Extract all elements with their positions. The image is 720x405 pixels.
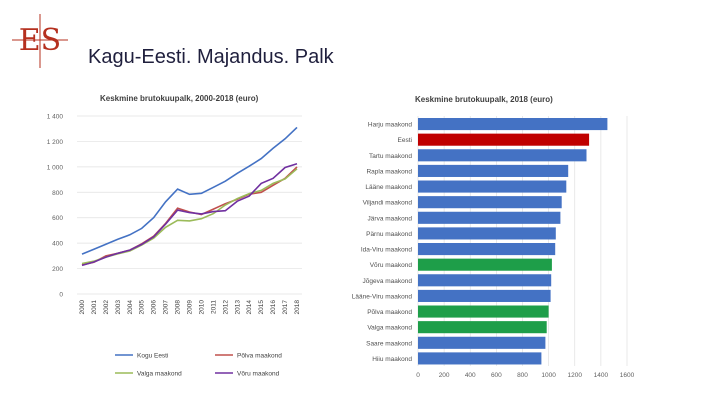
bar-chart-title: Keskmine brutokuupalk, 2018 (euro) — [415, 95, 553, 104]
bar-chart-x-tick-label: 800 — [517, 372, 528, 379]
bar — [418, 336, 546, 349]
line-chart-title: Keskmine brutokuupalk, 2000-2018 (euro) — [100, 94, 259, 103]
bar-chart-category-label: Põlva maakond — [367, 309, 412, 316]
logo: ES — [12, 14, 68, 68]
line-chart-x-tick-label: 2006 — [151, 300, 158, 315]
bar-chart-category-label: Valga maakond — [367, 325, 412, 332]
bar-chart-category-label: Võru maakond — [370, 262, 413, 269]
bar-chart-category-label: Pärnu maakond — [366, 231, 412, 238]
line-chart-x-tick-label: 2010 — [198, 300, 205, 315]
logo-text: ES — [19, 23, 61, 58]
bar-chart-category-label: Lääne-Viru maakond — [352, 293, 413, 300]
bar — [418, 227, 556, 240]
bar-chart-category-label: Harju maakond — [368, 122, 412, 129]
line-chart-y-tick-label: 1 000 — [47, 164, 64, 171]
line-chart-y-tick-label: 400 — [52, 241, 63, 248]
line-series — [81, 162, 298, 267]
bar — [418, 118, 608, 131]
bar-chart-x-tick-label: 1000 — [541, 372, 556, 379]
line-chart-x-tick-label: 2000 — [79, 300, 86, 315]
line-chart-y-tick-label: 1 200 — [47, 139, 64, 146]
bar — [418, 196, 562, 209]
line-chart-x-tick-label: 2014 — [246, 300, 253, 315]
line-chart-x-tick-label: 2018 — [294, 300, 301, 315]
bar-chart-x-tick-label: 1200 — [568, 372, 583, 379]
bar — [418, 321, 547, 334]
bar — [418, 133, 590, 146]
bar-chart-category-label: Ida-Viru maakond — [361, 247, 413, 254]
line-chart-x-tick-label: 2016 — [270, 300, 277, 315]
bar-chart-category-label: Saare maakond — [366, 340, 412, 347]
line-chart-x-tick-label: 2002 — [103, 300, 110, 315]
line-chart-y-tick-label: 1 400 — [47, 114, 64, 121]
line-chart-x-tick-label: 2013 — [234, 300, 241, 315]
bar — [418, 164, 569, 177]
line-chart-x-tick-label: 2017 — [282, 300, 289, 315]
bar — [418, 289, 551, 302]
line-series — [81, 168, 298, 265]
bar — [418, 305, 549, 318]
page-title: Kagu-Eesti. Majandus. Palk — [88, 46, 334, 68]
bar-chart-category-label: Rapla maakond — [366, 168, 412, 175]
line-chart: Keskmine brutokuupalk, 2000-2018 (euro) 0… — [47, 94, 302, 378]
bar-chart-category-label: Lääne maakond — [365, 184, 412, 191]
line-chart-x-tick-label: 2015 — [258, 300, 265, 315]
line-chart-y-tick-label: 200 — [52, 266, 63, 273]
bar-chart-category-label: Jõgeva maakond — [362, 278, 412, 285]
bar — [418, 243, 556, 256]
line-chart-x-tick-label: 2012 — [222, 300, 229, 315]
legend-label: Võru maakond — [237, 371, 280, 378]
bar-chart-x-tick-label: 1400 — [594, 372, 609, 379]
line-chart-x-tick-label: 2009 — [187, 300, 194, 315]
line-chart-x-tick-label: 2001 — [91, 300, 98, 315]
legend-label: Kogu Eesti — [137, 353, 168, 360]
bar-chart-category-label: Viljandi maakond — [363, 200, 413, 207]
line-chart-x-tick-label: 2011 — [210, 300, 217, 314]
bar-chart-x-tick-label: 600 — [491, 372, 502, 379]
line-chart-x-tick-label: 2003 — [115, 300, 122, 315]
bar-chart-x-tick-label: 200 — [439, 372, 450, 379]
line-chart-x-tick-label: 2005 — [139, 300, 146, 315]
bar — [418, 149, 587, 162]
line-series — [81, 126, 298, 255]
bar — [418, 352, 542, 365]
bar-chart-category-label: Hiiu maakond — [372, 356, 412, 363]
bar — [418, 211, 561, 224]
bar-chart-category-label: Eesti — [398, 137, 412, 144]
bar-chart-category-label: Tartu maakond — [369, 153, 412, 160]
line-chart-y-tick-label: 0 — [59, 292, 63, 299]
bar-chart: Keskmine brutokuupalk, 2018 (euro) 0 200 40… — [352, 95, 635, 379]
bar-chart-x-tick-label: 1600 — [620, 372, 635, 379]
bar — [418, 180, 567, 193]
bar — [418, 258, 552, 271]
legend-label: Põlva maakond — [237, 353, 282, 360]
bar-chart-x-tick-label: 400 — [465, 372, 476, 379]
bar — [418, 274, 552, 287]
bar-chart-category-label: Järva maakond — [368, 215, 413, 222]
legend-label: Valga maakond — [137, 371, 182, 378]
line-chart-x-tick-label: 2008 — [175, 300, 182, 315]
line-chart-x-tick-label: 2007 — [163, 300, 170, 315]
line-chart-y-tick-label: 800 — [52, 190, 63, 197]
line-chart-y-tick-label: 600 — [52, 215, 63, 222]
bar-chart-x-tick-label: 0 — [416, 372, 420, 379]
line-chart-x-tick-label: 2004 — [127, 300, 134, 315]
